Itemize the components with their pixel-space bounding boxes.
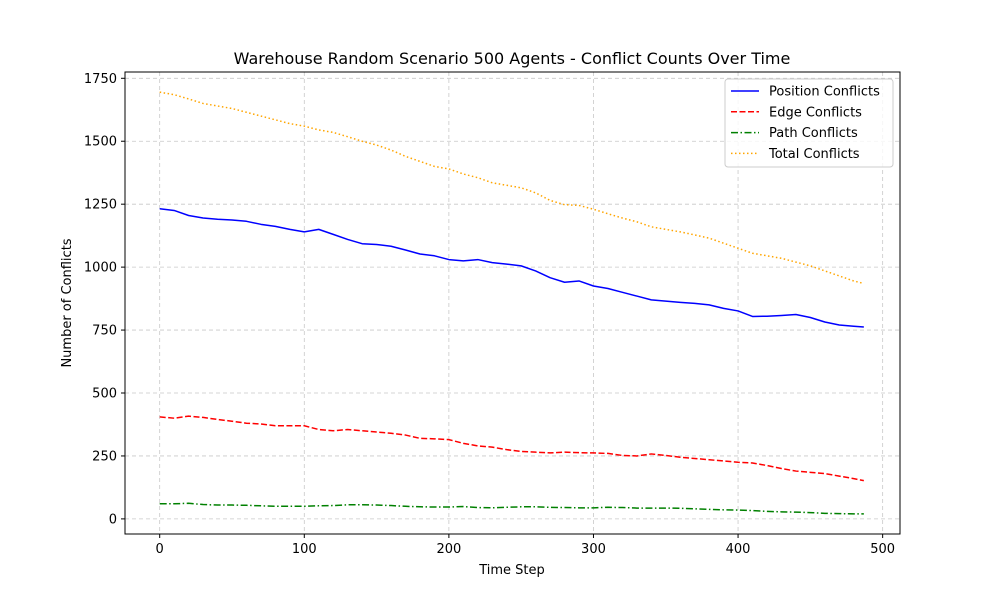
plot-area-frame: [124, 71, 901, 535]
legend-label-path-conflicts: Path Conflicts: [769, 126, 858, 141]
x-tick-label: 0: [156, 542, 164, 557]
x-tick-label: 500: [870, 542, 895, 557]
legend-label-total-conflicts: Total Conflicts: [768, 147, 860, 162]
legend-label-position-conflicts: Position Conflicts: [769, 85, 880, 100]
axis-ticks: 0 100 200 300 400 500 0 250 500 750 1000 1250 1500 17…: [84, 72, 895, 557]
series-lines: [159, 91, 865, 515]
y-tick-label: 1000: [84, 261, 117, 276]
x-tick-label: 300: [581, 542, 606, 557]
y-tick-label: 1250: [84, 198, 117, 213]
y-tick-label: 1500: [84, 135, 117, 150]
y-tick-label: 250: [92, 449, 117, 464]
legend-label-edge-conflicts: Edge Conflicts: [769, 105, 862, 120]
y-tick-label: 1750: [84, 72, 117, 87]
legend: Position Conflicts Edge Conflicts Path Con…: [724, 78, 894, 168]
y-axis-label: Number of Conflicts: [60, 238, 75, 367]
series-line-edge-conflicts: [159, 415, 864, 482]
grid-lines: [125, 72, 900, 534]
series-line-position-conflicts: [159, 207, 864, 328]
legend-box: [724, 78, 894, 168]
x-tick-label: 400: [726, 542, 751, 557]
chart-title: Warehouse Random Scenario 500 Agents - C…: [234, 49, 791, 68]
x-tick-label: 200: [436, 542, 461, 557]
y-tick-label: 0: [109, 512, 117, 527]
y-tick-label: 750: [92, 324, 117, 339]
series-line-path-conflicts: [159, 502, 864, 515]
x-tick-label: 100: [292, 542, 317, 557]
x-axis-label: Time Step: [478, 563, 545, 578]
y-tick-label: 500: [92, 387, 117, 402]
